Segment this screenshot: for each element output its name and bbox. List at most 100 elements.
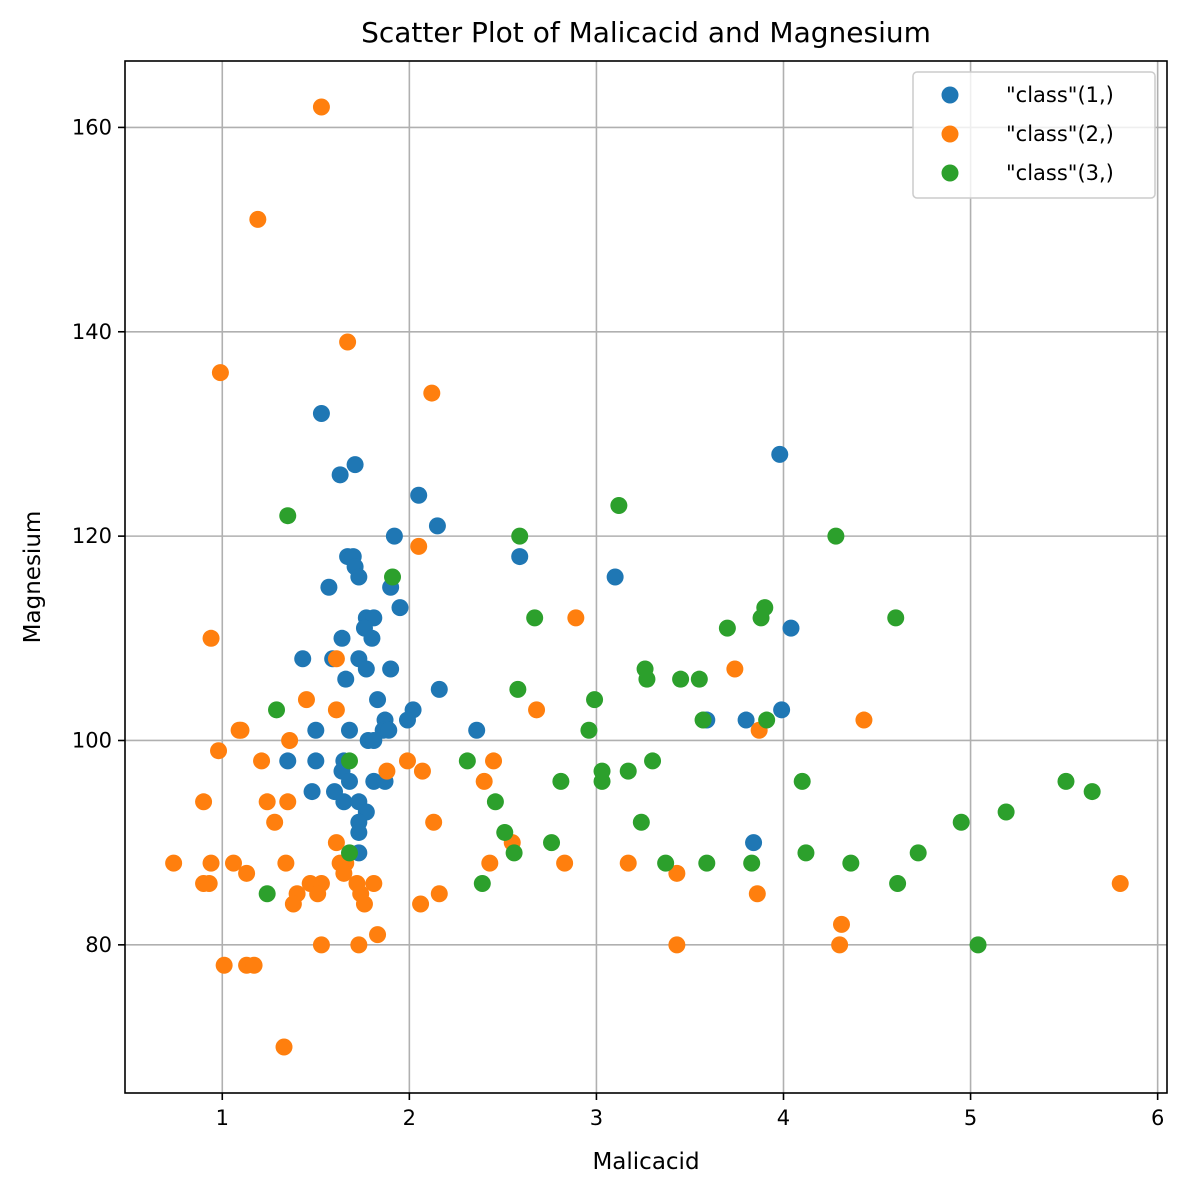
- data-point-class-2: [410, 537, 428, 555]
- data-point-class-2: [312, 98, 330, 116]
- data-point-class-2: [211, 364, 229, 382]
- data-point-class-3: [619, 762, 637, 780]
- data-point-class-3: [827, 527, 845, 545]
- data-point-class-3: [997, 803, 1015, 821]
- x-tick-label: 1: [216, 1106, 229, 1130]
- data-point-class-2: [245, 956, 263, 974]
- data-point-class-2: [232, 721, 250, 739]
- data-point-class-1: [385, 527, 403, 545]
- data-point-class-3: [543, 834, 561, 852]
- data-point-class-2: [225, 854, 243, 872]
- data-point-class-3: [496, 823, 514, 841]
- data-point-class-2: [425, 813, 443, 831]
- data-point-class-3: [473, 875, 491, 893]
- data-point-class-3: [511, 527, 529, 545]
- data-point-class-3: [509, 680, 527, 698]
- data-point-class-1: [337, 670, 355, 688]
- data-point-class-1: [391, 599, 409, 617]
- data-point-class-2: [668, 936, 686, 954]
- data-point-class-3: [610, 496, 628, 514]
- data-point-class-1: [745, 834, 763, 852]
- data-point-class-3: [593, 772, 611, 790]
- data-point-class-3: [486, 793, 504, 811]
- data-point-class-2: [327, 834, 345, 852]
- x-tick-label: 5: [964, 1106, 977, 1130]
- data-point-class-2: [309, 885, 327, 903]
- data-point-class-1: [279, 752, 297, 770]
- data-point-class-1: [346, 456, 364, 474]
- data-point-class-3: [279, 507, 297, 525]
- data-point-class-1: [382, 660, 400, 678]
- data-point-class-2: [528, 701, 546, 719]
- y-axis-label: Magnesium: [20, 511, 46, 644]
- data-point-class-2: [339, 333, 357, 351]
- data-point-class-2: [312, 936, 330, 954]
- data-point-class-1: [340, 721, 358, 739]
- data-point-class-3: [552, 772, 570, 790]
- data-point-class-1: [307, 721, 325, 739]
- data-point-class-3: [632, 813, 650, 831]
- data-point-class-1: [363, 629, 381, 647]
- legend-box: [912, 71, 1156, 199]
- data-point-class-1: [365, 731, 383, 749]
- data-point-class-3: [752, 609, 770, 627]
- data-point-class-2: [327, 701, 345, 719]
- data-point-class-2: [398, 752, 416, 770]
- data-point-class-1: [335, 793, 353, 811]
- data-point-class-2: [855, 711, 873, 729]
- data-point-class-2: [279, 793, 297, 811]
- data-point-class-2: [832, 915, 850, 933]
- x-tick-label: 4: [777, 1106, 790, 1130]
- y-axis-ticks: 80 100 120 140 160: [72, 115, 125, 957]
- data-point-class-3: [969, 936, 987, 954]
- data-point-class-3: [698, 854, 716, 872]
- data-points: [165, 98, 1129, 1056]
- data-point-class-3: [340, 844, 358, 862]
- data-point-class-1: [606, 568, 624, 586]
- data-point-class-3: [458, 752, 476, 770]
- data-point-class-3: [657, 854, 675, 872]
- data-point-class-3: [268, 701, 286, 719]
- data-point-class-3: [1057, 772, 1075, 790]
- data-point-class-2: [567, 609, 585, 627]
- data-point-class-2: [748, 885, 766, 903]
- x-axis-label: Malicacid: [592, 1149, 699, 1175]
- data-point-class-2: [619, 854, 637, 872]
- data-point-class-1: [340, 772, 358, 790]
- data-point-class-1: [380, 721, 398, 739]
- data-point-class-3: [586, 691, 604, 709]
- data-point-class-3: [384, 568, 402, 586]
- data-point-class-1: [737, 711, 755, 729]
- data-point-class-1: [511, 548, 529, 566]
- data-point-class-2: [297, 691, 315, 709]
- data-point-class-2: [413, 762, 431, 780]
- legend-marker-class-2: [941, 125, 959, 143]
- data-point-class-3: [672, 670, 690, 688]
- data-point-class-2: [165, 854, 183, 872]
- legend-label-class-3: "class"(3,): [1006, 161, 1114, 185]
- data-point-class-3: [889, 875, 907, 893]
- data-point-class-1: [773, 701, 791, 719]
- data-point-class-2: [266, 813, 284, 831]
- data-point-class-1: [430, 680, 448, 698]
- data-point-class-2: [369, 926, 387, 944]
- data-point-class-2: [378, 762, 396, 780]
- data-point-class-1: [369, 691, 387, 709]
- data-point-class-2: [249, 210, 267, 228]
- data-point-class-1: [357, 660, 375, 678]
- plot-frame: [124, 60, 1168, 1094]
- legend-marker-class-3: [941, 164, 959, 182]
- y-tick-label: 140: [72, 320, 112, 344]
- data-point-class-2: [210, 742, 228, 760]
- y-tick-label: 100: [72, 728, 112, 752]
- y-tick-label: 80: [85, 933, 112, 957]
- data-point-class-2: [200, 875, 218, 893]
- data-point-class-2: [284, 895, 302, 913]
- data-point-class-2: [258, 793, 276, 811]
- x-tick-label: 2: [403, 1106, 416, 1130]
- data-point-class-3: [694, 711, 712, 729]
- data-point-class-2: [215, 956, 233, 974]
- data-point-class-2: [556, 854, 574, 872]
- chart-title: Scatter Plot of Malicacid and Magnesium: [361, 16, 931, 49]
